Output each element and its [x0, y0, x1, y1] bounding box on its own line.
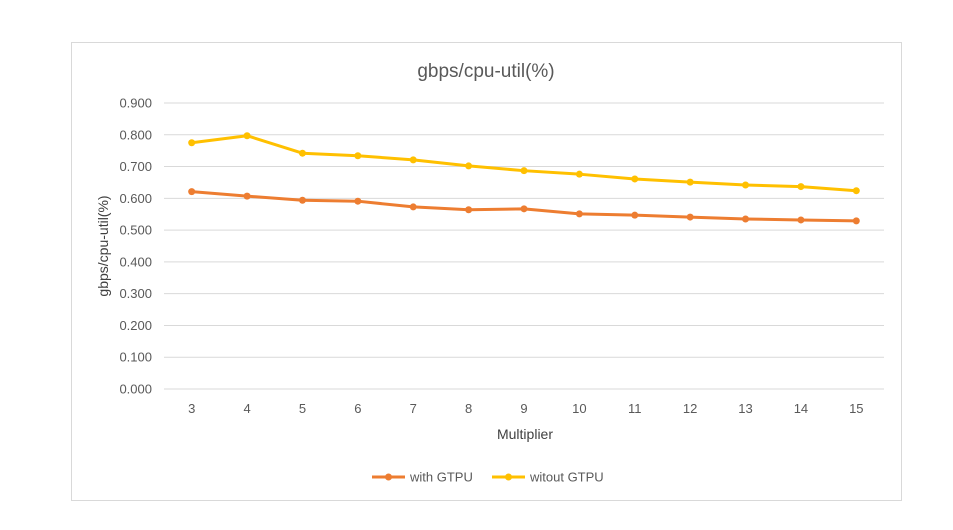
data-point [686, 213, 694, 221]
data-point [686, 178, 694, 186]
data-point [631, 211, 639, 219]
data-point [354, 197, 362, 205]
data-point [243, 132, 251, 140]
y-tick-label: 0.900 [119, 96, 152, 111]
data-point [797, 216, 805, 224]
y-tick-label: 0.800 [119, 127, 152, 142]
y-tick-label: 0.400 [119, 254, 152, 269]
x-tick-label: 8 [465, 401, 472, 416]
legend-item: witout GTPU [492, 470, 604, 485]
series-line [190, 134, 858, 193]
legend-point-marker [505, 473, 512, 481]
data-point [520, 167, 528, 175]
x-axis-tick-labels: 3 4 5 6 7 8 9 10 11 12 13 14 15 [188, 401, 863, 416]
data-point [520, 205, 528, 213]
legend: with GTPU witout GTPU [372, 470, 604, 485]
data-point [188, 188, 196, 196]
data-point [631, 175, 639, 183]
series-layer [188, 132, 860, 225]
x-tick-label: 13 [738, 401, 752, 416]
y-tick-label: 0.200 [119, 318, 152, 333]
data-point [188, 139, 196, 147]
legend-label: with GTPU [409, 470, 473, 485]
x-tick-label: 15 [849, 401, 863, 416]
x-tick-label: 4 [243, 401, 250, 416]
series-2 [188, 132, 860, 195]
y-tick-label: 0.600 [119, 191, 152, 206]
data-point [298, 196, 306, 204]
data-point [575, 210, 583, 218]
data-point [465, 206, 473, 214]
chart-area [71, 42, 902, 501]
legend-point-marker [385, 473, 392, 481]
y-axis-tick-labels: 0.000 0.100 0.200 0.300 0.400 0.500 0.600 0.700… [119, 96, 152, 397]
data-point [298, 149, 306, 157]
data-point [354, 152, 362, 160]
chart-title: gbps/cpu-util(%) [417, 61, 554, 82]
legend-item: with GTPU [372, 470, 473, 485]
y-tick-label: 0.000 [119, 382, 152, 397]
x-tick-label: 9 [520, 401, 527, 416]
x-tick-label: 12 [683, 401, 697, 416]
y-axis-title: gbps/cpu-util(%) [95, 195, 111, 296]
data-point [852, 217, 860, 225]
data-point [742, 215, 750, 223]
x-tick-label: 5 [299, 401, 306, 416]
data-point [243, 192, 251, 200]
data-point [409, 203, 417, 211]
data-point [742, 181, 750, 189]
data-point [575, 170, 583, 178]
x-tick-label: 3 [188, 401, 195, 416]
x-tick-label: 7 [410, 401, 417, 416]
data-point [797, 183, 805, 191]
y-tick-label: 0.100 [119, 350, 152, 365]
series-1 [188, 188, 860, 225]
y-tick-label: 0.500 [119, 223, 152, 238]
legend-label: witout GTPU [529, 470, 604, 485]
y-tick-label: 0.300 [119, 286, 152, 301]
x-tick-label: 6 [354, 401, 361, 416]
x-axis-title: Multiplier [497, 426, 553, 442]
gridlines [164, 102, 884, 358]
data-point [465, 162, 473, 170]
x-tick-label: 14 [794, 401, 808, 416]
x-tick-label: 11 [628, 401, 642, 416]
data-point [852, 187, 860, 195]
x-tick-label: 10 [572, 401, 586, 416]
y-tick-label: 0.700 [119, 159, 152, 174]
data-point [409, 156, 417, 164]
